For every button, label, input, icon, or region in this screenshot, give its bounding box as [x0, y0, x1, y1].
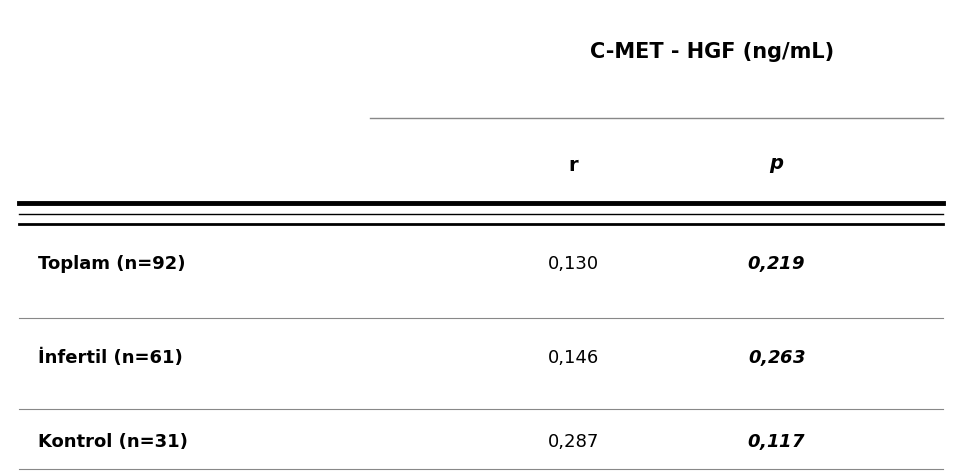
Text: $\bfit{p}$: $\bfit{p}$ — [768, 156, 783, 175]
Text: $\bfit{0{,}219}$: $\bfit{0{,}219}$ — [747, 253, 804, 273]
Text: $\bfit{0{,}263}$: $\bfit{0{,}263}$ — [747, 347, 804, 367]
Text: Toplam (n=92): Toplam (n=92) — [37, 254, 185, 272]
Text: 0,130: 0,130 — [547, 254, 599, 272]
Text: r: r — [568, 156, 578, 175]
Text: C-MET - HGF (ng/mL): C-MET - HGF (ng/mL) — [589, 41, 833, 61]
Text: Kontrol (n=31): Kontrol (n=31) — [37, 432, 187, 450]
Text: $\bfit{0{,}117}$: $\bfit{0{,}117}$ — [747, 431, 805, 451]
Text: İnfertil (n=61): İnfertil (n=61) — [37, 347, 183, 366]
Text: 0,146: 0,146 — [547, 348, 599, 366]
Text: 0,287: 0,287 — [547, 432, 599, 450]
